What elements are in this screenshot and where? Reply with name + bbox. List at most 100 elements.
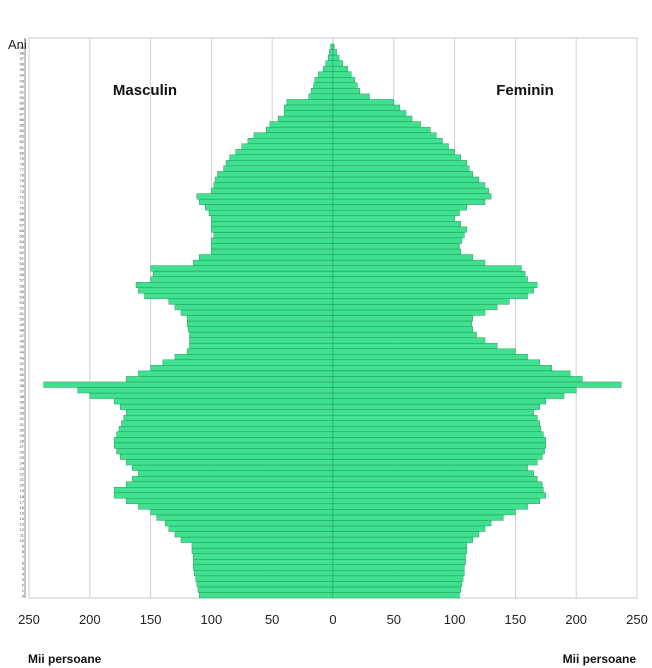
bar-male (211, 226, 334, 233)
age-tick-label: 94 (20, 73, 25, 78)
bar-female (332, 481, 543, 488)
age-tick-label: 76 (20, 172, 25, 177)
bar-female (332, 270, 526, 277)
age-tick-label: 70 (20, 206, 25, 211)
bar-male (180, 309, 334, 316)
bar-male (196, 581, 334, 588)
bar-female (332, 414, 538, 421)
age-tick-label: 43 (20, 355, 25, 360)
age-tick-label: 18 (20, 494, 25, 499)
bar-male (192, 564, 334, 571)
bar-female (332, 475, 538, 482)
age-tick-label: 34 (20, 405, 25, 410)
bar-male (121, 420, 334, 427)
age-tick-label: 99 (20, 45, 25, 50)
age-tick-label: 30 (20, 427, 25, 432)
x-tick-label: 100 (201, 612, 223, 627)
bar-female (332, 320, 472, 327)
bar-male (229, 154, 334, 161)
age-tick-label: 72 (20, 195, 25, 200)
bar-male (211, 243, 334, 250)
bar-female (332, 60, 343, 67)
bar-female (332, 431, 544, 438)
bar-female (332, 337, 486, 344)
bar-male (318, 71, 334, 78)
age-tick-label: 56 (20, 283, 25, 288)
bar-male (329, 49, 334, 56)
age-tick-label: 85 (20, 123, 25, 128)
bar-male (211, 215, 334, 222)
bar-male (156, 514, 334, 521)
x-tick-label: 50 (265, 612, 279, 627)
bar-female (332, 182, 486, 189)
age-tick-label: 35 (20, 400, 25, 405)
bar-female (332, 198, 486, 205)
bar-female (332, 409, 534, 416)
age-tick-label: 39 (20, 377, 25, 382)
bar-male (113, 442, 334, 449)
bar-male (196, 193, 334, 200)
bar-female (332, 226, 467, 233)
age-tick-label: 20 (20, 483, 25, 488)
bar-female (332, 470, 534, 477)
bar-male (284, 110, 334, 117)
bar-female (332, 487, 544, 493)
bar-male (253, 132, 334, 139)
bar-male (192, 553, 334, 560)
bar-female (332, 215, 455, 222)
bar-female (332, 232, 465, 239)
bar-female (332, 464, 528, 471)
bar-male (286, 99, 334, 106)
bar-female (332, 304, 498, 311)
age-tick-label: 80 (20, 150, 25, 155)
age-tick-label: 67 (20, 222, 25, 227)
bar-female (332, 420, 540, 427)
bar-male (113, 487, 334, 493)
bar-female (332, 536, 474, 543)
age-tick-label: 44 (20, 350, 25, 355)
bar-male (89, 392, 334, 399)
age-tick-label: 84 (20, 128, 25, 133)
bar-male (211, 221, 334, 228)
bar-female (332, 331, 477, 338)
y-axis-label: Ani (8, 37, 27, 52)
age-tick-label: 29 (20, 433, 25, 438)
age-tick-label: 14 (20, 516, 25, 521)
bar-male (194, 570, 334, 577)
bar-female (332, 503, 528, 510)
bar-female (332, 265, 522, 272)
bar-male (313, 82, 334, 89)
age-tick-label: 53 (20, 300, 25, 305)
x-unit-label-right: Mii persoane (563, 652, 637, 666)
age-tick-label: 88 (20, 106, 25, 111)
x-tick-label: 50 (387, 612, 401, 627)
age-tick-label: 73 (20, 189, 25, 194)
age-tick-label: 79 (20, 156, 25, 161)
bar-male (174, 531, 334, 538)
age-tick-label: 87 (20, 112, 25, 117)
x-tick-label: 250 (626, 612, 648, 627)
bar-male (186, 348, 334, 355)
bar-female (332, 403, 540, 410)
bar-male (208, 209, 334, 216)
bar-female (332, 309, 486, 316)
bar-female (332, 315, 474, 322)
age-tick-label: 49 (20, 322, 25, 327)
bar-male (235, 149, 334, 155)
bars-group (43, 43, 622, 599)
bar-female (332, 509, 516, 516)
bar-male (77, 387, 334, 394)
bar-female (332, 171, 474, 178)
bar-female (332, 547, 467, 554)
bar-female (332, 243, 460, 250)
bar-male (174, 304, 334, 311)
bar-male (189, 337, 334, 344)
age-tick-label: 66 (20, 228, 25, 233)
bar-female (332, 542, 467, 549)
age-tick-label: 33 (20, 411, 25, 416)
bar-female (332, 287, 534, 294)
bar-male (126, 409, 334, 416)
bar-male (138, 470, 334, 477)
bar-female (332, 448, 545, 455)
